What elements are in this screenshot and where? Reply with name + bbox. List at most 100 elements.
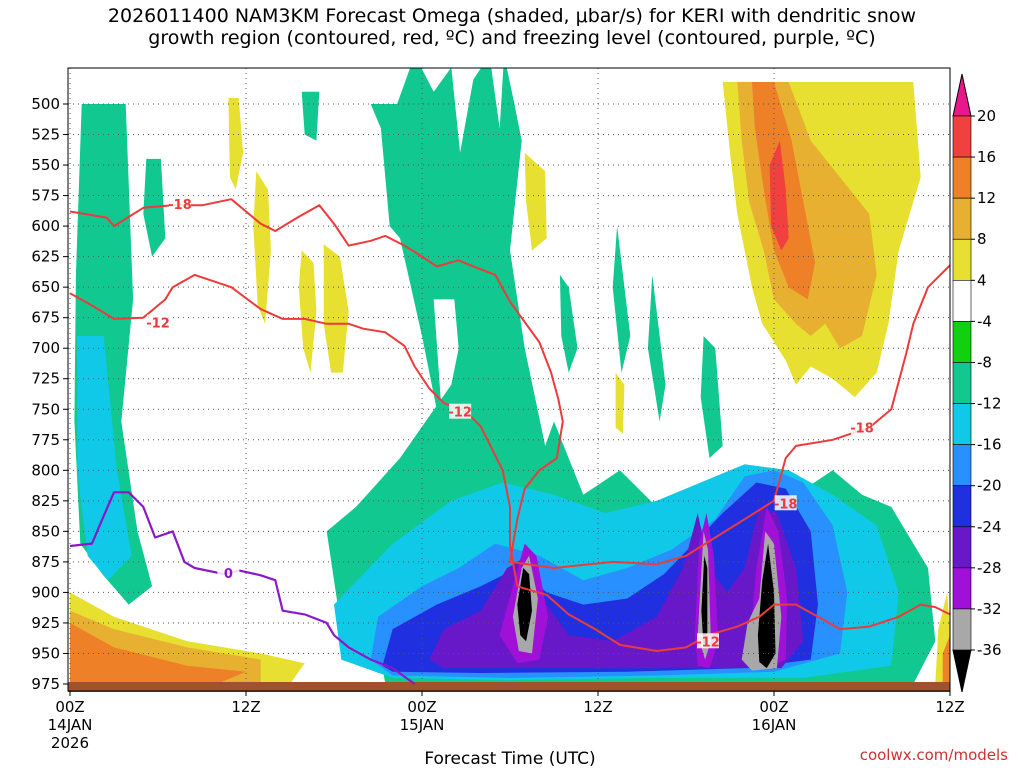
credit-text: coolwx.com/models (859, 746, 1008, 764)
colorbar-label-8: 8 (977, 230, 987, 248)
omega-region-37 (942, 635, 950, 684)
colorbar-band-12 (952, 608, 972, 651)
omega-region-7 (647, 274, 666, 422)
colorbar-band-3 (952, 238, 972, 281)
x-tick-date-48: 16JAN (752, 716, 797, 734)
y-tick-label-850: 850 (31, 522, 60, 540)
dgz-label-1-bg (147, 314, 169, 330)
y-tick-label-600: 600 (31, 217, 60, 235)
omega-region-35 (70, 622, 246, 684)
freezing-level-label-bg (217, 564, 240, 580)
colorbar-label--24: -24 (977, 518, 1002, 536)
y-tick-label-525: 525 (31, 126, 60, 144)
x-tick-label-24: 00Z (407, 698, 436, 716)
colorbar-label--12: -12 (977, 395, 1002, 413)
omega-region-25 (298, 250, 317, 373)
colorbar-top-triangle (952, 73, 972, 117)
plot-frame (67, 67, 951, 692)
colorbar-label--36: -36 (977, 641, 1002, 659)
colorbar-band-5 (952, 321, 972, 363)
x-axis-label: Forecast Time (UTC) (424, 749, 595, 768)
colorbar-band-1 (952, 156, 972, 199)
dgz-extra-label-0-bg (449, 403, 472, 419)
ground-strip (68, 682, 950, 692)
dgz-extra-label-2: -18 (850, 422, 874, 437)
y-tick-label-975: 975 (31, 675, 60, 693)
chart-title-line-2: growth region (contoured, red, ºC) and f… (148, 27, 876, 49)
y-tick-label-700: 700 (31, 339, 60, 357)
colorbar-band-11 (952, 567, 972, 610)
omega-region-26 (323, 244, 349, 373)
y-tick-label-775: 775 (31, 431, 60, 449)
y-tick-label-550: 550 (31, 156, 60, 174)
y-tick-label-575: 575 (31, 187, 60, 205)
colorbar-label--16: -16 (977, 436, 1002, 454)
colorbar-band-4 (952, 280, 972, 322)
dgz-extra-label-3-bg (774, 495, 797, 511)
colorbar-label--4: -4 (977, 312, 992, 330)
colorbar-label-4: 4 (977, 271, 987, 289)
omega-region-24 (253, 171, 271, 324)
y-tick-label-800: 800 (31, 461, 60, 479)
colorbar-label-20: 20 (977, 107, 996, 125)
y-tick-label-725: 725 (31, 370, 60, 388)
dgz-extra-label-1: -12 (696, 635, 720, 650)
dgz-extra-label-3: -18 (774, 497, 798, 512)
dgz-extra-label-0: -12 (448, 406, 472, 421)
omega-region-27 (524, 152, 547, 251)
y-axis: 500 525 550 575 600 625 650 675 700 725 750 775 800 8… (31, 95, 68, 693)
chart-title-line-1: 2026011400 NAM3KM Forecast Omega (shaded… (107, 5, 917, 27)
colorbar-band-0 (952, 115, 972, 158)
y-tick-label-500: 500 (31, 95, 60, 113)
x-tick-label-60: 12Z (935, 698, 964, 716)
colorbar-label-16: 16 (977, 148, 996, 166)
omega-region-6 (612, 226, 631, 373)
omega-region-3 (301, 91, 320, 141)
colorbar-band-2 (952, 197, 972, 240)
omega-region-8 (700, 336, 723, 459)
dgz-extra-label-2-bg (851, 419, 873, 435)
y-tick-label-675: 675 (31, 309, 60, 327)
contours: -18 -12 -12 -12 -18 -18 0 (69, 196, 950, 685)
dgz-contour-m12-1 (69, 273, 950, 652)
y-tick-label-650: 650 (31, 278, 60, 296)
colorbar-label--8: -8 (977, 353, 992, 371)
x-tick-year-0: 2026 (51, 734, 89, 752)
colorbar-label--32: -32 (977, 600, 1002, 618)
omega-region-21 (701, 555, 708, 648)
dgz-label-0: -18 (168, 198, 192, 213)
colorbar-bottom-triangle (952, 649, 972, 693)
omega-region-9 (77, 336, 132, 581)
dgz-label-1: -12 (146, 317, 170, 332)
y-tick-label-625: 625 (31, 248, 60, 266)
omega-region-5 (559, 274, 578, 373)
colorbar-band-9 (952, 485, 972, 528)
omega-shading (70, 68, 950, 691)
colorbar: 20 16 12 8 4 -4 -8 -12 -16 -20 -24 -28 -32 -36 (952, 73, 1002, 693)
y-tick-label-825: 825 (31, 492, 60, 510)
colorbar-band-6 (952, 362, 972, 404)
y-tick-label-750: 750 (31, 400, 60, 418)
omega-region-28 (615, 372, 625, 434)
x-tick-label-12: 12Z (231, 698, 260, 716)
x-tick-label-48: 00Z (759, 698, 788, 716)
freezing-level-label: 0 (224, 567, 233, 582)
dgz-extra-label-1-bg (697, 633, 719, 649)
dgz-contour-m18-0 (69, 198, 950, 569)
y-tick-label-875: 875 (31, 553, 60, 571)
x-tick-date-0: 14JAN (48, 716, 93, 734)
colorbar-band-10 (952, 526, 972, 569)
y-tick-label-925: 925 (31, 614, 60, 632)
y-tick-label-950: 950 (31, 644, 60, 662)
colorbar-band-8 (952, 444, 972, 486)
dgz-label-0-bg (169, 196, 191, 212)
colorbar-label-12: 12 (977, 189, 996, 207)
colorbar-band-7 (952, 403, 972, 445)
x-tick-label-0: 00Z (55, 698, 84, 716)
colorbar-label--20: -20 (977, 477, 1002, 495)
omega-region-22 (757, 543, 776, 669)
x-tick-label-36: 12Z (583, 698, 612, 716)
y-tick-label-900: 900 (31, 583, 60, 601)
